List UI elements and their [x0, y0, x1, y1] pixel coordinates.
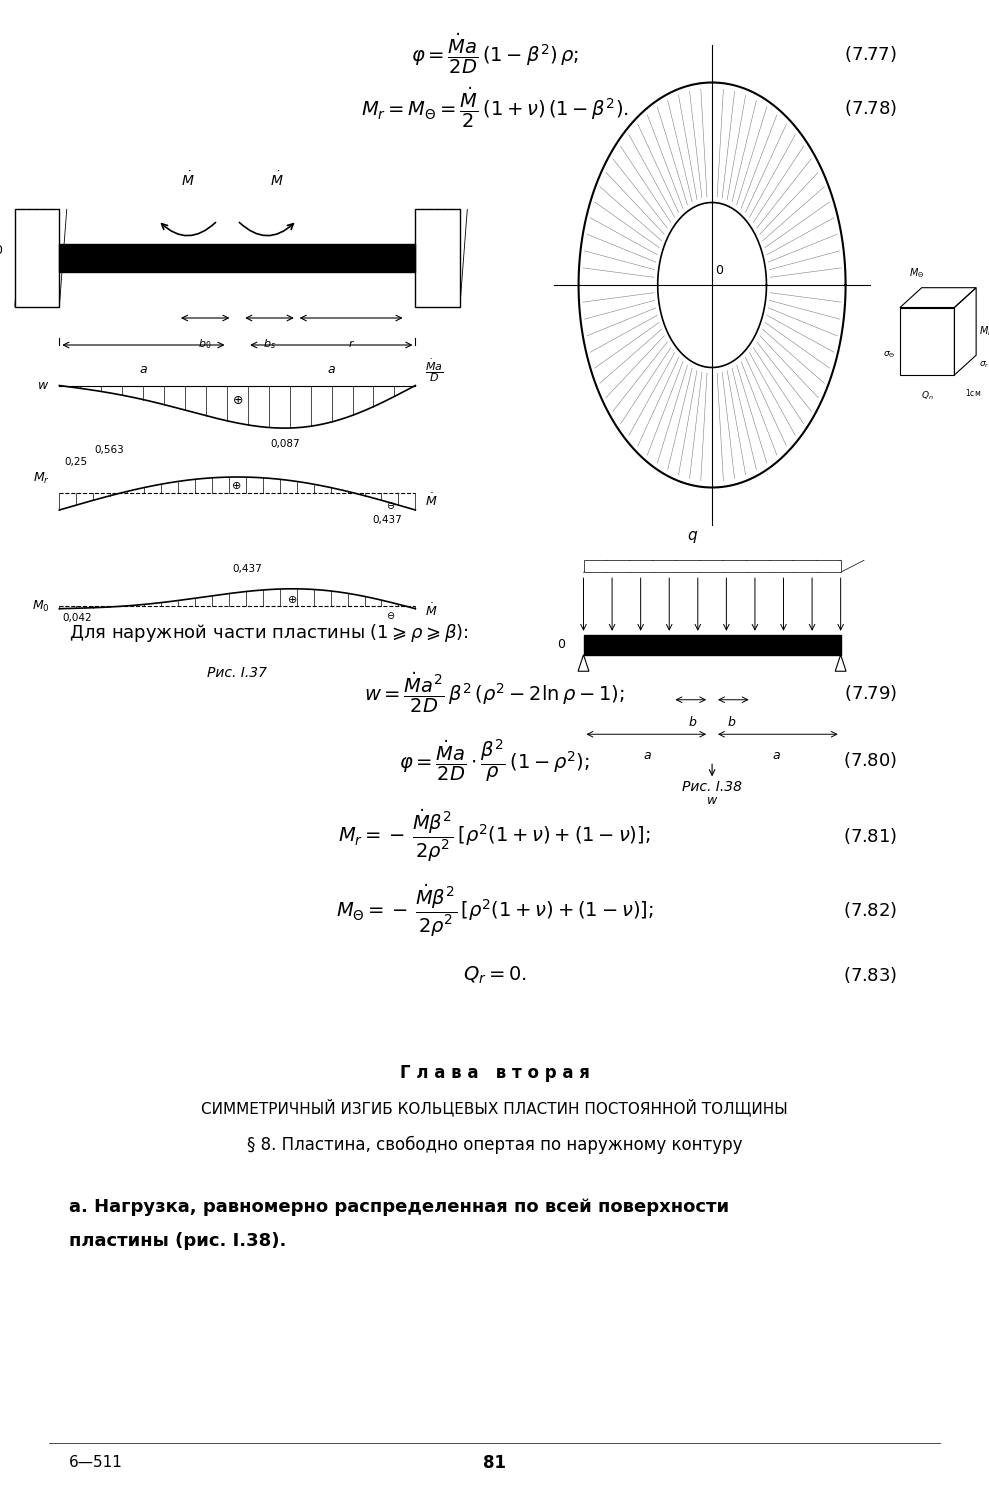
Text: $\ominus$: $\ominus$: [386, 610, 396, 621]
Text: $b_s$: $b_s$: [263, 338, 276, 351]
Text: СИММЕТРИЧНЫЙ ИЗГИБ КОЛЬЦЕВЫХ ПЛАСТИН ПОСТОЯННОЙ ТОЛЩИНЫ: СИММЕТРИЧНЫЙ ИЗГИБ КОЛЬЦЕВЫХ ПЛАСТИН ПОС…: [201, 1098, 788, 1116]
Text: $b$: $b$: [687, 714, 697, 729]
Text: $M_r$: $M_r$: [979, 324, 989, 339]
Text: $(7.82)$: $(7.82)$: [844, 900, 897, 921]
Text: $w$: $w$: [706, 795, 718, 807]
Text: $\dot{M}$: $\dot{M}$: [270, 171, 284, 189]
Text: $(7.80)$: $(7.80)$: [844, 750, 897, 771]
Bar: [584, 636, 841, 654]
Text: $Q_n$: $Q_n$: [921, 390, 934, 402]
Text: $\oplus$: $\oplus$: [231, 480, 241, 490]
Text: $(7.81)$: $(7.81)$: [844, 825, 897, 846]
Text: $\varphi = \dfrac{\dot{M}a}{2D} \cdot \dfrac{\beta^2}{\rho}\,(1-\rho^2);$: $\varphi = \dfrac{\dot{M}a}{2D} \cdot \d…: [400, 736, 589, 784]
Text: 0,042: 0,042: [62, 614, 92, 624]
Text: 0,437: 0,437: [232, 564, 262, 574]
Text: 0,563: 0,563: [94, 444, 124, 454]
Text: 0,25: 0,25: [64, 456, 87, 466]
Text: $\dot{M}$: $\dot{M}$: [181, 171, 195, 189]
Text: § 8. Пластина, свободно опертая по наружному контуру: § 8. Пластина, свободно опертая по наруж…: [246, 1136, 743, 1154]
Text: $\sigma_r$: $\sigma_r$: [979, 360, 989, 370]
Text: $a$: $a$: [644, 748, 652, 762]
Text: $\dot{M}$: $\dot{M}$: [425, 492, 438, 510]
Text: $\sigma_\Theta$: $\sigma_\Theta$: [883, 350, 895, 360]
Text: Рис. I.38: Рис. I.38: [682, 780, 742, 795]
Text: $\oplus$: $\oplus$: [231, 394, 243, 406]
Text: $(7.78)$: $(7.78)$: [844, 98, 897, 118]
Text: 6—511: 6—511: [69, 1455, 123, 1470]
Text: 0,437: 0,437: [373, 514, 403, 525]
Text: $\dot{M}$: $\dot{M}$: [425, 602, 438, 619]
Text: Г л а в а   в т о р а я: Г л а в а в т о р а я: [400, 1064, 589, 1082]
Text: $q$: $q$: [686, 530, 698, 544]
Text: $w$: $w$: [38, 380, 49, 392]
Text: $0$: $0$: [0, 244, 3, 256]
Text: $Q_r = 0.$: $Q_r = 0.$: [463, 964, 526, 986]
Text: $\ominus$: $\ominus$: [386, 500, 396, 510]
Text: $a$: $a$: [772, 748, 780, 762]
Text: $M_\Theta = -\,\dfrac{\dot{M}\beta^2}{2\rho^2}\,[\rho^2(1+\nu)+(1-\nu)];$: $M_\Theta = -\,\dfrac{\dot{M}\beta^2}{2\…: [335, 882, 654, 939]
Text: $0$: $0$: [715, 264, 725, 276]
Text: $M_r = M_\Theta = \dfrac{\dot{M}}{2}\,(1+\nu)\,(1-\beta^2).$: $M_r = M_\Theta = \dfrac{\dot{M}}{2}\,(1…: [361, 86, 628, 130]
Text: $a$: $a$: [327, 363, 335, 376]
Text: $\varphi = \dfrac{\dot{M}a}{2D}\,(1-\beta^2)\,\rho;$: $\varphi = \dfrac{\dot{M}a}{2D}\,(1-\bet…: [410, 32, 579, 76]
Text: $M_\Theta$: $M_\Theta$: [909, 267, 924, 280]
Text: $1$см: $1$см: [965, 387, 981, 398]
Bar: [15, 210, 59, 308]
Text: 0,087: 0,087: [270, 438, 300, 448]
Text: $r$: $r$: [347, 338, 355, 348]
Bar: [584, 560, 841, 572]
Text: Для наружной части пластины $(1 \geqslant \rho \geqslant \beta)$:: Для наружной части пластины $(1 \geqslan…: [69, 622, 469, 644]
Text: $(7.79)$: $(7.79)$: [844, 682, 897, 703]
Text: $0$: $0$: [557, 639, 566, 651]
Text: $\oplus$: $\oplus$: [287, 594, 297, 604]
Text: $M_r = -\,\dfrac{\dot{M}\beta^2}{2\rho^2}\,[\rho^2(1+\nu)+(1-\nu)];$: $M_r = -\,\dfrac{\dot{M}\beta^2}{2\rho^2…: [338, 807, 651, 864]
Text: $M_0$: $M_0$: [32, 598, 49, 613]
Text: $b_0$: $b_0$: [199, 338, 212, 351]
Text: а. Нагрузка, равномерно распределенная по всей поверхности: а. Нагрузка, равномерно распределенная п…: [69, 1198, 729, 1216]
Text: $a$: $a$: [139, 363, 147, 376]
Text: $(7.83)$: $(7.83)$: [844, 964, 897, 986]
Text: $(7.77)$: $(7.77)$: [844, 44, 897, 64]
Text: $\dfrac{\dot{M}a}{D}$: $\dfrac{\dot{M}a}{D}$: [425, 357, 444, 384]
Text: $b$: $b$: [727, 714, 737, 729]
Bar: [415, 210, 460, 308]
Text: пластины (рис. I.38).: пластины (рис. I.38).: [69, 1232, 287, 1250]
Text: 81: 81: [483, 1454, 506, 1472]
Text: Рис. I.37: Рис. I.37: [208, 666, 267, 681]
Bar: [59, 244, 415, 272]
Text: $M_r$: $M_r$: [33, 471, 49, 486]
Text: $w = \dfrac{\dot{M}a^2}{2D}\,\beta^2\,(\rho^2 - 2\ln\rho - 1);$: $w = \dfrac{\dot{M}a^2}{2D}\,\beta^2\,(\…: [364, 670, 625, 716]
